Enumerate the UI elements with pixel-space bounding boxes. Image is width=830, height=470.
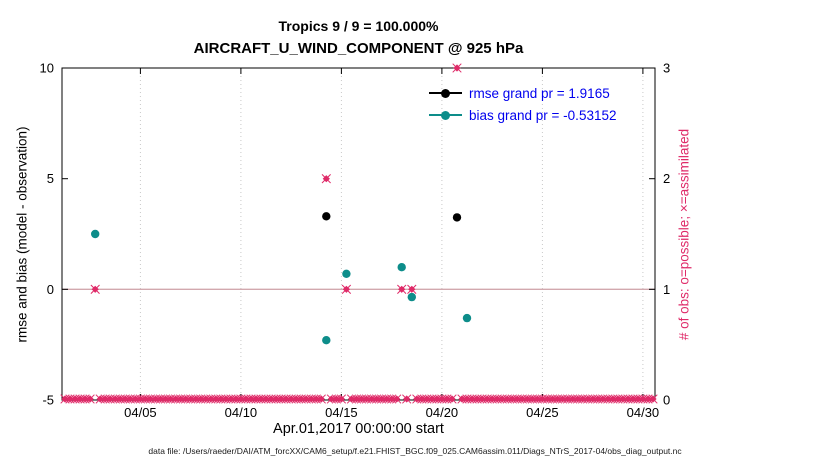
y-tick-label-left: -5 <box>42 393 54 408</box>
chart-title: AIRCRAFT_U_WIND_COMPONENT @ 925 hPa <box>193 40 524 57</box>
y-tick-label-right: 0 <box>663 393 670 408</box>
y-tick-label-left: 10 <box>40 61 54 76</box>
y-tick-label-right: 2 <box>663 171 670 186</box>
x-tick-label: 04/25 <box>526 405 559 420</box>
bias-marker <box>91 229 100 239</box>
legend: rmse grand pr = 1.9165 bias grand pr = -… <box>429 82 616 126</box>
y-tick-label-left: 5 <box>47 171 54 186</box>
x-tick-label: 04/20 <box>426 405 459 420</box>
legend-line-rmse <box>429 88 462 98</box>
rmse-marker <box>322 212 331 221</box>
y-axis-label-left: rmse and bias (model - observation) <box>14 126 30 343</box>
legend-marker-bias <box>441 110 450 120</box>
legend-item-rmse: rmse grand pr = 1.9165 <box>429 82 616 104</box>
x-axis-label: Apr.01,2017 00:00:00 start <box>273 421 444 437</box>
y-axis-label-right: # of obs: o=possible; ×=assimilated <box>676 128 692 341</box>
legend-label-rmse: rmse grand pr = 1.9165 <box>469 85 610 101</box>
legend-label-bias: bias grand pr = -0.53152 <box>469 107 617 123</box>
legend-marker-rmse <box>441 88 450 98</box>
y-tick-label-right: 1 <box>663 282 670 297</box>
x-tick-label: 04/05 <box>124 405 157 420</box>
bias-marker <box>462 313 472 323</box>
legend-item-bias: bias grand pr = -0.53152 <box>429 104 616 126</box>
x-tick-label: 04/30 <box>627 405 660 420</box>
subtitle-region-stats: Tropics 9 / 9 = 100.000% <box>278 18 439 34</box>
bias-marker <box>342 269 351 278</box>
legend-line-bias <box>429 110 462 120</box>
x-tick-label: 04/15 <box>325 405 358 420</box>
bias-marker <box>397 263 406 272</box>
bias-marker <box>407 292 416 302</box>
y-tick-label-right: 3 <box>663 61 670 76</box>
y-tick-label-left: 0 <box>47 282 54 297</box>
rmse-marker <box>452 213 462 222</box>
data-file-caption: data file: /Users/raeder/DAI/ATM_forcXX/… <box>148 446 682 456</box>
bias-marker <box>322 336 331 345</box>
x-tick-label: 04/10 <box>225 405 258 420</box>
